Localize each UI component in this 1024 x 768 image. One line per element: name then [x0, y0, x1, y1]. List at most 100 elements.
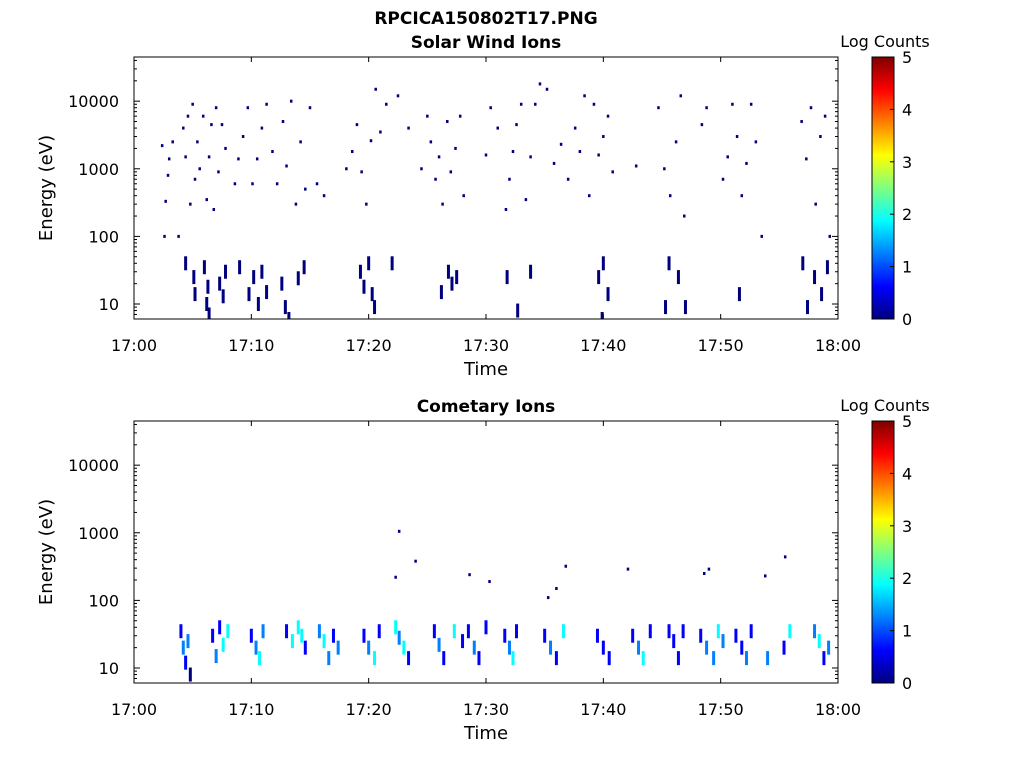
- data-cell: [634, 164, 638, 168]
- data-cell: [184, 655, 188, 670]
- data-cell: [181, 640, 185, 655]
- data-cell: [676, 270, 680, 285]
- data-cell: [420, 167, 423, 171]
- data-cell: [820, 287, 824, 302]
- data-cell: [534, 102, 537, 106]
- x-tick-label: 17:40: [580, 700, 626, 719]
- data-cell: [805, 157, 808, 161]
- data-cell: [390, 256, 394, 271]
- data-cell: [455, 270, 459, 285]
- data-cell: [397, 630, 401, 645]
- data-cell: [407, 651, 411, 666]
- data-cell: [588, 194, 591, 198]
- panel-solar-wind: Solar Wind Ions 17:00 17:10 17:20 17:30 17:40…: [36, 32, 930, 380]
- x-tick-label: 18:00: [815, 336, 861, 355]
- data-cell: [606, 287, 610, 302]
- x-tick-label: 17:00: [111, 700, 157, 719]
- colorbar-tick-label: 4: [902, 464, 912, 483]
- data-cell: [529, 155, 532, 159]
- data-cell: [749, 102, 753, 106]
- data-cell: [397, 529, 401, 533]
- data-cell: [394, 620, 398, 635]
- data-cell: [705, 106, 708, 110]
- x-tick-label: 17:40: [580, 336, 626, 355]
- data-cell: [823, 114, 827, 118]
- data-cell: [218, 620, 222, 635]
- data-cell: [289, 99, 293, 103]
- data-cell: [246, 106, 250, 110]
- data-cell: [211, 628, 215, 643]
- data-cell: [813, 624, 817, 639]
- colorbar-tick-label: 2: [902, 569, 912, 588]
- data-cell: [196, 140, 199, 144]
- data-cell: [218, 276, 222, 291]
- data-cell: [198, 167, 201, 171]
- data-cell: [631, 628, 635, 643]
- data-cell: [814, 202, 817, 206]
- data-cell: [186, 114, 190, 118]
- plot-frame: [133, 56, 839, 320]
- x-tick-label: 17:20: [346, 700, 392, 719]
- data-cells: [160, 82, 832, 319]
- data-cell: [205, 297, 209, 312]
- data-cell: [182, 126, 185, 130]
- data-cell: [503, 628, 507, 643]
- data-cell: [370, 287, 374, 302]
- data-cell: [477, 651, 481, 666]
- data-cell: [437, 155, 441, 159]
- data-cell: [217, 170, 220, 174]
- data-cell: [700, 123, 704, 127]
- data-cell: [734, 628, 738, 643]
- data-cell: [606, 114, 610, 118]
- data-cell: [251, 182, 254, 186]
- data-cell: [637, 640, 641, 655]
- data-cell: [595, 628, 599, 643]
- data-cell: [212, 207, 216, 211]
- data-cell: [524, 198, 528, 202]
- data-cell: [766, 651, 770, 666]
- data-cell: [233, 182, 237, 186]
- data-cell: [546, 596, 550, 600]
- data-cell: [712, 651, 716, 666]
- data-cell: [315, 182, 319, 186]
- data-cell: [396, 94, 400, 98]
- data-cell: [754, 140, 758, 144]
- data-cell: [287, 312, 291, 319]
- data-cell: [345, 167, 348, 171]
- data-cell: [358, 264, 362, 279]
- data-cell: [350, 150, 354, 154]
- data-cell: [394, 575, 397, 579]
- data-cell: [726, 155, 729, 159]
- data-cell: [672, 634, 676, 649]
- data-cell: [549, 640, 553, 655]
- data-cell: [515, 624, 519, 639]
- data-cell: [331, 628, 335, 643]
- data-cell: [294, 202, 298, 206]
- data-cell: [822, 651, 826, 666]
- data-cell: [461, 634, 465, 649]
- colorbar-tick-label: 0: [902, 674, 912, 693]
- data-cell: [367, 640, 371, 655]
- data-cell: [828, 234, 832, 238]
- data-cell: [260, 264, 264, 279]
- data-cell: [379, 130, 382, 134]
- data-cell: [545, 87, 549, 91]
- y-tick-label: 10: [99, 659, 119, 678]
- data-cell: [224, 146, 227, 150]
- data-cell: [369, 139, 373, 143]
- figure-title: RPCICA150802T17.PNG: [374, 9, 597, 29]
- data-cell: [214, 106, 218, 110]
- data-cell: [449, 170, 453, 174]
- data-cell: [362, 628, 366, 643]
- data-cell: [731, 102, 734, 106]
- data-cell: [283, 300, 287, 315]
- data-cell: [322, 634, 326, 649]
- data-cell: [679, 94, 683, 98]
- data-cell: [285, 164, 288, 168]
- data-cell: [458, 114, 462, 118]
- data-cell: [362, 279, 366, 294]
- data-cell: [260, 126, 264, 130]
- data-cell: [171, 140, 174, 144]
- data-cell: [702, 571, 706, 575]
- data-cell: [805, 300, 809, 315]
